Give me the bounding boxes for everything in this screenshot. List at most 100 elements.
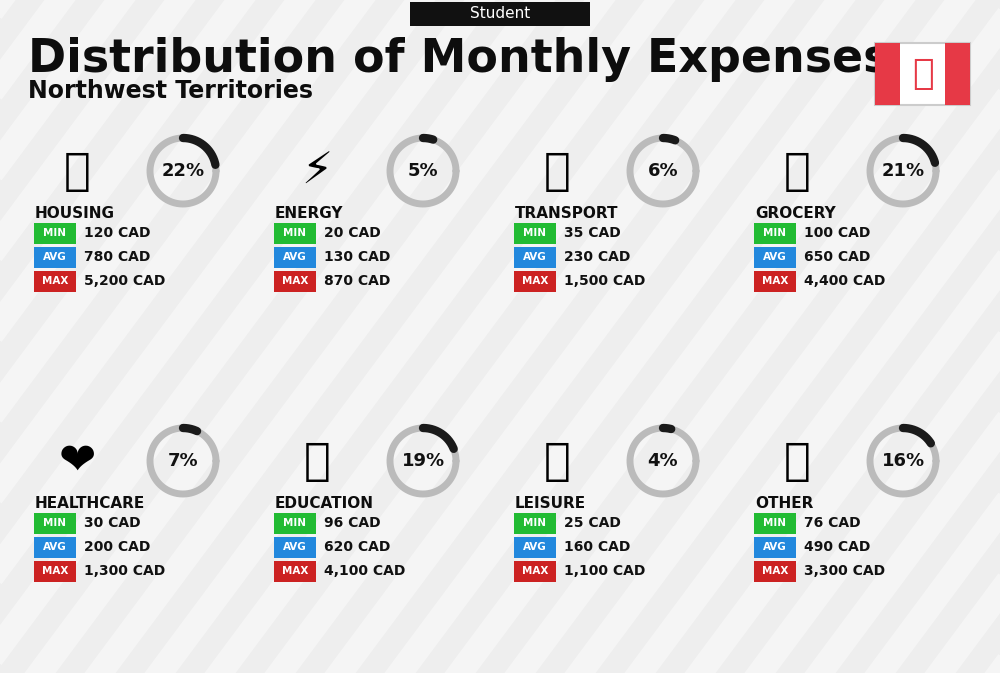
FancyBboxPatch shape <box>514 513 556 534</box>
Text: 1,100 CAD: 1,100 CAD <box>564 564 645 578</box>
Text: ❤: ❤ <box>58 439 96 483</box>
Text: 6%: 6% <box>648 162 678 180</box>
Text: 620 CAD: 620 CAD <box>324 540 390 554</box>
Text: AVG: AVG <box>763 252 787 262</box>
Text: MIN: MIN <box>44 228 66 238</box>
FancyBboxPatch shape <box>274 271 316 291</box>
Text: 1,300 CAD: 1,300 CAD <box>84 564 165 578</box>
Text: 76 CAD: 76 CAD <box>804 516 861 530</box>
Text: MIN: MIN <box>44 518 66 528</box>
Text: 130 CAD: 130 CAD <box>324 250 390 264</box>
Text: 870 CAD: 870 CAD <box>324 274 390 288</box>
Text: 780 CAD: 780 CAD <box>84 250 150 264</box>
Text: AVG: AVG <box>523 542 547 552</box>
Text: 3,300 CAD: 3,300 CAD <box>804 564 885 578</box>
Text: 5%: 5% <box>408 162 438 180</box>
Text: MAX: MAX <box>762 276 788 286</box>
Text: 25 CAD: 25 CAD <box>564 516 621 530</box>
Text: 4%: 4% <box>648 452 678 470</box>
Text: LEISURE: LEISURE <box>515 495 586 511</box>
Text: MIN: MIN <box>764 518 786 528</box>
FancyBboxPatch shape <box>274 223 316 244</box>
Text: Distribution of Monthly Expenses: Distribution of Monthly Expenses <box>28 38 890 83</box>
Text: 🚌: 🚌 <box>544 149 570 192</box>
Text: TRANSPORT: TRANSPORT <box>515 205 618 221</box>
Text: 🍁: 🍁 <box>912 57 933 91</box>
FancyBboxPatch shape <box>875 43 970 105</box>
FancyBboxPatch shape <box>274 561 316 581</box>
Text: MIN: MIN <box>284 518 306 528</box>
Text: 490 CAD: 490 CAD <box>804 540 870 554</box>
Text: 1,500 CAD: 1,500 CAD <box>564 274 645 288</box>
FancyBboxPatch shape <box>514 246 556 267</box>
Text: AVG: AVG <box>43 252 67 262</box>
FancyBboxPatch shape <box>34 271 76 291</box>
FancyBboxPatch shape <box>514 561 556 581</box>
Text: MAX: MAX <box>522 566 548 576</box>
Text: AVG: AVG <box>283 252 307 262</box>
Text: ⚡: ⚡ <box>301 149 333 192</box>
Text: MIN: MIN <box>524 518 546 528</box>
Text: 16%: 16% <box>881 452 925 470</box>
Text: Northwest Territories: Northwest Territories <box>28 79 313 103</box>
Text: AVG: AVG <box>763 542 787 552</box>
Text: 230 CAD: 230 CAD <box>564 250 630 264</box>
Text: MIN: MIN <box>764 228 786 238</box>
FancyBboxPatch shape <box>754 223 796 244</box>
Text: Student: Student <box>470 7 530 22</box>
Text: 21%: 21% <box>881 162 925 180</box>
Text: 7%: 7% <box>168 452 198 470</box>
Text: 20 CAD: 20 CAD <box>324 226 381 240</box>
Text: MAX: MAX <box>282 566 308 576</box>
FancyBboxPatch shape <box>754 271 796 291</box>
FancyBboxPatch shape <box>274 513 316 534</box>
Text: MIN: MIN <box>524 228 546 238</box>
Text: 96 CAD: 96 CAD <box>324 516 381 530</box>
Text: MAX: MAX <box>522 276 548 286</box>
Text: 30 CAD: 30 CAD <box>84 516 141 530</box>
Text: 22%: 22% <box>161 162 205 180</box>
Text: 35 CAD: 35 CAD <box>564 226 621 240</box>
FancyBboxPatch shape <box>514 223 556 244</box>
Text: 19%: 19% <box>401 452 445 470</box>
FancyBboxPatch shape <box>410 2 590 26</box>
Text: 🏢: 🏢 <box>64 149 90 192</box>
FancyBboxPatch shape <box>34 246 76 267</box>
FancyBboxPatch shape <box>754 246 796 267</box>
Text: GROCERY: GROCERY <box>755 205 836 221</box>
Text: MIN: MIN <box>284 228 306 238</box>
Text: ENERGY: ENERGY <box>275 205 344 221</box>
Text: 120 CAD: 120 CAD <box>84 226 150 240</box>
FancyBboxPatch shape <box>274 536 316 557</box>
Text: OTHER: OTHER <box>755 495 813 511</box>
Text: 4,400 CAD: 4,400 CAD <box>804 274 885 288</box>
FancyBboxPatch shape <box>754 513 796 534</box>
Text: MAX: MAX <box>762 566 788 576</box>
FancyBboxPatch shape <box>34 536 76 557</box>
Text: MAX: MAX <box>42 276 68 286</box>
Text: HOUSING: HOUSING <box>35 205 115 221</box>
FancyBboxPatch shape <box>754 536 796 557</box>
FancyBboxPatch shape <box>875 43 900 105</box>
Text: 650 CAD: 650 CAD <box>804 250 870 264</box>
Text: 🛍: 🛍 <box>544 439 570 483</box>
FancyBboxPatch shape <box>754 561 796 581</box>
Text: 4,100 CAD: 4,100 CAD <box>324 564 405 578</box>
Text: 200 CAD: 200 CAD <box>84 540 150 554</box>
FancyBboxPatch shape <box>274 246 316 267</box>
Text: AVG: AVG <box>43 542 67 552</box>
Text: 100 CAD: 100 CAD <box>804 226 870 240</box>
FancyBboxPatch shape <box>514 271 556 291</box>
Text: AVG: AVG <box>283 542 307 552</box>
Text: 5,200 CAD: 5,200 CAD <box>84 274 165 288</box>
Text: 💰: 💰 <box>784 439 810 483</box>
Text: 160 CAD: 160 CAD <box>564 540 630 554</box>
FancyBboxPatch shape <box>34 561 76 581</box>
Text: EDUCATION: EDUCATION <box>275 495 374 511</box>
FancyBboxPatch shape <box>34 223 76 244</box>
Text: 🎓: 🎓 <box>304 439 330 483</box>
Text: 🛒: 🛒 <box>784 149 810 192</box>
Text: MAX: MAX <box>42 566 68 576</box>
FancyBboxPatch shape <box>945 43 970 105</box>
Text: AVG: AVG <box>523 252 547 262</box>
